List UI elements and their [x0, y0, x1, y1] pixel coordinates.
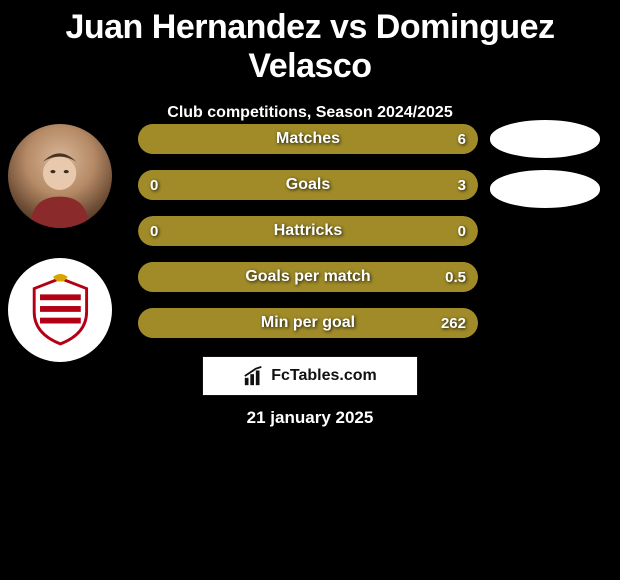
- person-icon: [18, 145, 101, 228]
- stat-row-bg: [138, 216, 478, 246]
- stat-row: Goals03: [138, 170, 478, 200]
- stat-row: Goals per match0.5: [138, 262, 478, 292]
- subtitle: Club competitions, Season 2024/2025: [0, 104, 620, 122]
- player-photo-icon: [8, 124, 112, 228]
- stat-row-right-fill: [138, 308, 478, 338]
- right-player-club-badge: [490, 170, 600, 208]
- shield-icon: [24, 274, 97, 347]
- stat-row-right-fill: [138, 124, 478, 154]
- page-title: Juan Hernandez vs Dominguez Velasco: [0, 0, 620, 86]
- stat-row-right-fill: [138, 262, 478, 292]
- brand-text: FcTables.com: [271, 367, 377, 385]
- left-player-club-badge: [8, 258, 112, 362]
- left-player-avatar: [8, 124, 112, 228]
- stat-row: Min per goal262: [138, 308, 478, 338]
- stat-row: Hattricks00: [138, 216, 478, 246]
- date-text: 21 january 2025: [0, 408, 620, 428]
- stat-row: Matches6: [138, 124, 478, 154]
- club-badge-icon: [8, 258, 112, 362]
- stat-row-right-fill: [138, 170, 478, 200]
- right-player-avatar: [490, 120, 600, 158]
- stat-rows: Matches6 Goals03 Hattricks00 Goals per matc…: [138, 124, 478, 354]
- bar-chart-icon: [243, 365, 265, 387]
- brand-box[interactable]: FcTables.com: [202, 356, 418, 396]
